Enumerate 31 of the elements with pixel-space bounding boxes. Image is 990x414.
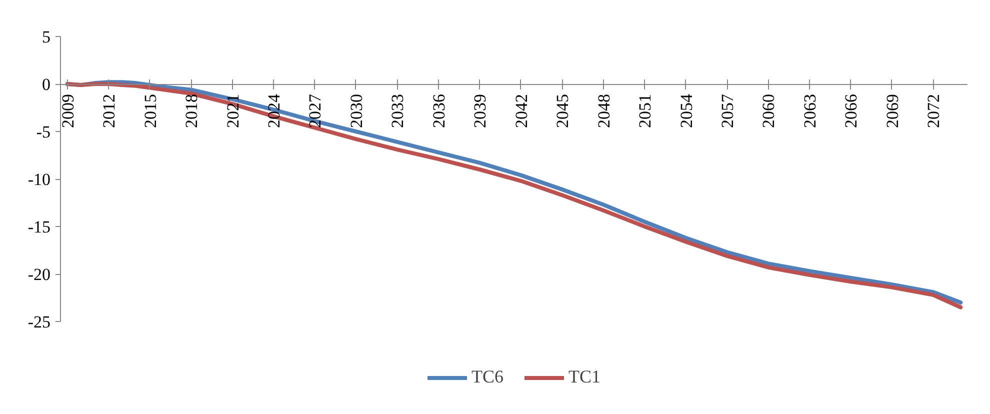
- x-tick-label: 2030: [346, 94, 366, 128]
- y-tick-label: -25: [28, 312, 51, 332]
- y-tick-label: -10: [28, 170, 51, 189]
- x-tick-label: 2051: [636, 94, 655, 128]
- x-tick-label: 2054: [676, 94, 696, 128]
- x-tick-label: 2039: [470, 94, 490, 128]
- x-tick-label: 2066: [842, 94, 861, 128]
- x-tick-label: 2063: [800, 94, 820, 128]
- x-tick-label: 2036: [429, 94, 448, 128]
- y-tick-label: 0: [42, 75, 50, 94]
- y-tick-label: -5: [36, 122, 51, 142]
- x-tick-label: 2009: [58, 94, 78, 128]
- x-tick-label: 2042: [512, 94, 531, 128]
- y-tick-label: 5: [42, 28, 50, 46]
- x-tick-label: 2021: [223, 94, 242, 128]
- x-tick-label: 2018: [182, 94, 202, 128]
- x-tick-label: 2027: [306, 94, 325, 128]
- x-tick-label: 2060: [759, 94, 778, 128]
- y-tick-label: -15: [28, 218, 51, 236]
- y-tick-label: -20: [28, 265, 51, 284]
- x-tick-label: 2012: [100, 94, 119, 128]
- x-tick-label: 2057: [718, 94, 738, 128]
- x-tick-label: 2069: [882, 94, 902, 128]
- legend-label: TC1: [568, 366, 601, 388]
- x-tick-label: 2072: [924, 94, 944, 128]
- legend-label: TC6: [471, 366, 504, 388]
- x-tick-label: 2033: [388, 94, 408, 128]
- x-tick-label: 2024: [264, 94, 284, 128]
- x-tick-label: 2045: [553, 94, 572, 128]
- x-tick-label: 2048: [594, 94, 614, 128]
- x-tick-label: 2015: [140, 94, 160, 128]
